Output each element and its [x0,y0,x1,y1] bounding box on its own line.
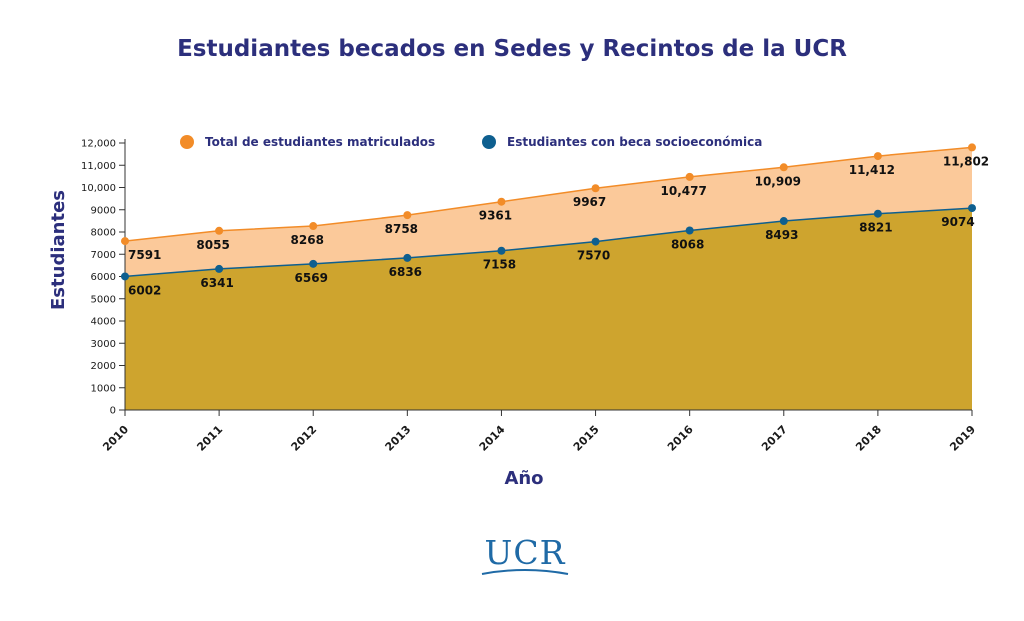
x-tick-label: 2013 [383,423,414,454]
logo-text: UCR [485,533,566,572]
data-point-beca [215,264,224,273]
x-tick-label: 2011 [194,423,225,454]
data-label-beca: 8493 [765,228,798,242]
data-point-total [403,211,412,220]
data-label-beca: 6836 [389,265,422,279]
data-label-beca: 7570 [577,249,610,263]
legend-label-total: Total de estudiantes matriculados [205,135,435,149]
y-tick-label: 4000 [91,317,116,328]
data-point-beca [403,253,412,262]
data-label-total: 7591 [128,248,161,262]
data-point-total [685,172,694,181]
legend-marker-total [180,135,194,149]
series-line-total [124,146,973,242]
data-label-beca: 6569 [295,271,328,285]
data-point-beca [309,259,318,268]
y-tick-label: 7000 [91,250,116,261]
data-label-beca: 8821 [859,221,892,235]
area-beca [125,208,972,410]
data-point-beca [779,217,788,226]
data-point-beca [968,204,976,213]
data-point-total [873,152,882,161]
data-point-total [215,226,224,235]
y-tick-label: 3000 [91,339,116,350]
y-tick-label: 12,000 [81,139,116,150]
y-tick-label: 9000 [91,205,116,216]
ucr-logo: UCR [478,530,572,582]
data-label-total: 11,412 [849,163,895,177]
data-label-total: 9967 [573,195,606,209]
x-tick-label: 2018 [853,423,884,454]
y-tick-label: 0 [110,406,116,417]
x-tick-label: 2019 [947,423,978,454]
data-point-beca [497,246,506,255]
data-point-total [121,237,129,246]
chart-title: Estudiantes becados en Sedes y Recintos … [177,36,847,62]
data-label-total: 8055 [196,238,229,252]
y-tick-label: 6000 [91,272,116,283]
x-tick-label: 2015 [571,423,602,454]
data-point-total [309,222,318,231]
y-tick-label: 8000 [91,228,116,239]
data-point-beca [685,226,694,235]
data-label-total: 8758 [385,222,418,236]
y-axis-label: Estudiantes [48,190,69,310]
legend-label-beca: Estudiantes con beca socioeconómica [507,135,762,149]
y-tick-label: 2000 [91,361,116,372]
x-tick-label: 2017 [759,423,790,454]
data-point-total [968,143,976,152]
data-point-beca [121,272,129,281]
data-label-beca: 7158 [483,258,516,272]
x-tick-label: 2010 [100,423,131,454]
data-label-total: 10,477 [661,184,707,198]
series-line-beca [124,207,973,278]
x-tick-label: 2014 [477,423,508,454]
data-point-beca [873,209,882,218]
data-point-beca [591,237,600,246]
data-label-beca: 9074 [941,215,974,229]
data-label-beca: 6002 [128,283,161,297]
y-tick-label: 10,000 [81,183,116,194]
data-label-total: 8268 [291,233,324,247]
data-label-total: 11,802 [943,154,989,168]
data-point-total [779,163,788,172]
data-label-beca: 8068 [671,237,704,251]
legend-marker-beca [482,135,496,149]
data-label-total: 9361 [479,209,512,223]
y-tick-label: 11,000 [81,161,116,172]
y-tick-label: 1000 [91,383,116,394]
x-axis-label: Año [504,468,543,489]
data-point-total [591,184,600,193]
y-tick-label: 5000 [91,294,116,305]
data-label-total: 10,909 [755,174,801,188]
x-tick-label: 2016 [665,423,696,454]
logo-arc-icon [481,569,569,575]
x-tick-label: 2012 [288,423,319,454]
data-label-beca: 6341 [200,276,233,290]
data-point-total [497,197,506,206]
